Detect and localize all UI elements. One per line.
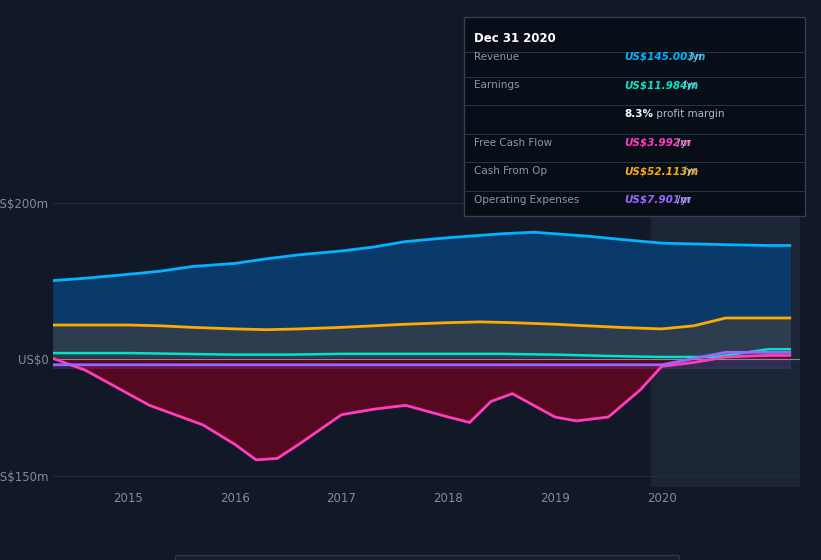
Text: profit margin: profit margin	[653, 109, 724, 119]
Text: /yr: /yr	[683, 166, 697, 176]
Legend: Revenue, Earnings, Free Cash Flow, Cash From Op, Operating Expenses: Revenue, Earnings, Free Cash Flow, Cash …	[175, 555, 679, 560]
Bar	[651, 179, 800, 487]
Text: US$52.113m: US$52.113m	[624, 166, 698, 176]
Text: Cash From Op: Cash From Op	[474, 166, 547, 176]
Text: /yr: /yr	[689, 52, 703, 62]
Text: Free Cash Flow: Free Cash Flow	[474, 138, 552, 148]
Text: Operating Expenses: Operating Expenses	[474, 195, 579, 205]
Text: US$3.992m: US$3.992m	[624, 138, 690, 148]
Text: /yr: /yr	[677, 138, 691, 148]
Text: US$7.901m: US$7.901m	[624, 195, 690, 205]
Text: Revenue: Revenue	[474, 52, 519, 62]
Text: Dec 31 2020: Dec 31 2020	[474, 32, 556, 45]
Text: US$145.003m: US$145.003m	[624, 52, 705, 62]
Text: US$11.984m: US$11.984m	[624, 81, 698, 91]
Text: /yr: /yr	[683, 81, 697, 91]
Text: Earnings: Earnings	[474, 81, 519, 91]
Text: /yr: /yr	[677, 195, 691, 205]
Text: 8.3%: 8.3%	[624, 109, 653, 119]
